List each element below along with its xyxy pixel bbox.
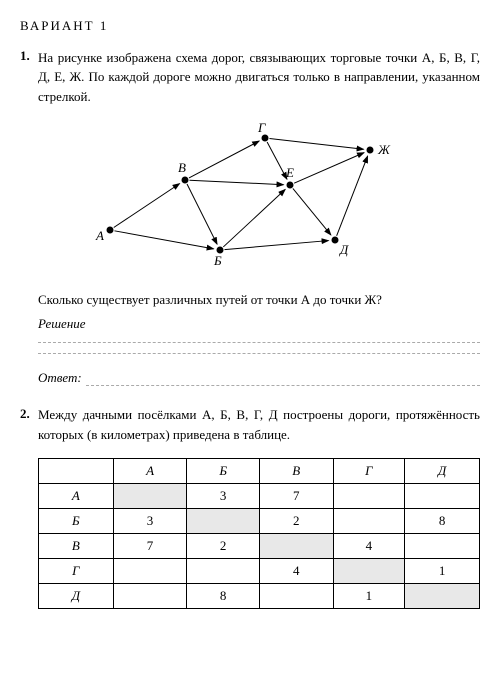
node-D [332,237,339,244]
problem-1-question: Сколько существует различных путей от то… [20,290,480,310]
edge-E-D [293,188,331,234]
problem-1-number: 1. [20,46,30,66]
row-header: Д [39,584,114,609]
node-label-B: В [178,160,186,175]
problem-2-text: Между дачными посёлками А, Б, В, Г, Д по… [20,405,480,444]
row-header: В [39,534,114,559]
edge-Bb-E [223,189,285,247]
node-E [287,182,294,189]
edge-G-E [267,142,287,179]
table-cell [113,584,187,609]
table-cell [259,534,333,559]
table-cell: 7 [259,484,333,509]
col-header: А [113,459,187,484]
table-cell [333,484,405,509]
node-label-G: Г [257,120,266,135]
table-cell: 3 [187,484,260,509]
table-cell [405,484,480,509]
table-cell: 2 [187,534,260,559]
graph-svg: А В Г Б Е Д Ж [90,120,410,275]
table-cell [405,534,480,559]
table-cell: 7 [113,534,187,559]
node-label-A: А [95,228,104,243]
edge-D-Zh [337,156,368,236]
table-cell: 1 [333,584,405,609]
solution-label: Решение [20,316,480,332]
row-header: Б [39,509,114,534]
solution-line-1 [38,342,480,343]
node-Zh [367,147,374,154]
distance-table: АБВГДА37Б328В724Г41Д81 [38,458,480,609]
node-label-D: Д [338,242,349,257]
table-cell [405,584,480,609]
table-corner [39,459,114,484]
edge-Bb-D [224,241,328,250]
edge-E-Zh [294,153,364,184]
answer-blank-line [86,373,480,386]
table-cell: 4 [259,559,333,584]
table-cell [113,484,187,509]
table-cell: 3 [113,509,187,534]
table-cell: 1 [405,559,480,584]
problem-2-number: 2. [20,404,30,424]
answer-row: Ответ: [20,370,480,386]
node-label-Zh: Ж [377,142,391,157]
table-cell [187,559,260,584]
table-cell: 8 [187,584,260,609]
table-cell [333,509,405,534]
edge-B-E [189,180,283,184]
table-cell [113,559,187,584]
solution-line-2 [38,353,480,354]
col-header: Б [187,459,260,484]
edge-B-Bb [187,184,217,244]
table-cell: 2 [259,509,333,534]
table-cell [259,584,333,609]
table-cell: 4 [333,534,405,559]
node-A [107,227,114,234]
problem-1: 1. На рисунке изображена схема дорог, св… [20,46,480,106]
edge-G-Zh [269,139,363,150]
edge-A-B [114,184,180,228]
table-cell [187,509,260,534]
table-cell [333,559,405,584]
col-header: В [259,459,333,484]
variant-title: ВАРИАНТ 1 [20,18,480,34]
row-header: А [39,484,114,509]
page: ВАРИАНТ 1 1. На рисунке изображена схема… [0,0,500,627]
problem-2: 2. Между дачными посёлками А, Б, В, Г, Д… [20,404,480,445]
row-header: Г [39,559,114,584]
node-B [182,177,189,184]
edge-A-Bb [114,231,213,249]
node-G [262,135,269,142]
table-cell: 8 [405,509,480,534]
node-label-Bb: Б [213,253,222,268]
node-label-E: Е [285,165,294,180]
answer-label: Ответ: [38,370,82,386]
col-header: Д [405,459,480,484]
edge-B-G [189,141,259,178]
road-diagram: А В Г Б Е Д Ж [20,120,480,280]
problem-1-text: На рисунке изображена схема дорог, связы… [20,48,480,107]
col-header: Г [333,459,405,484]
